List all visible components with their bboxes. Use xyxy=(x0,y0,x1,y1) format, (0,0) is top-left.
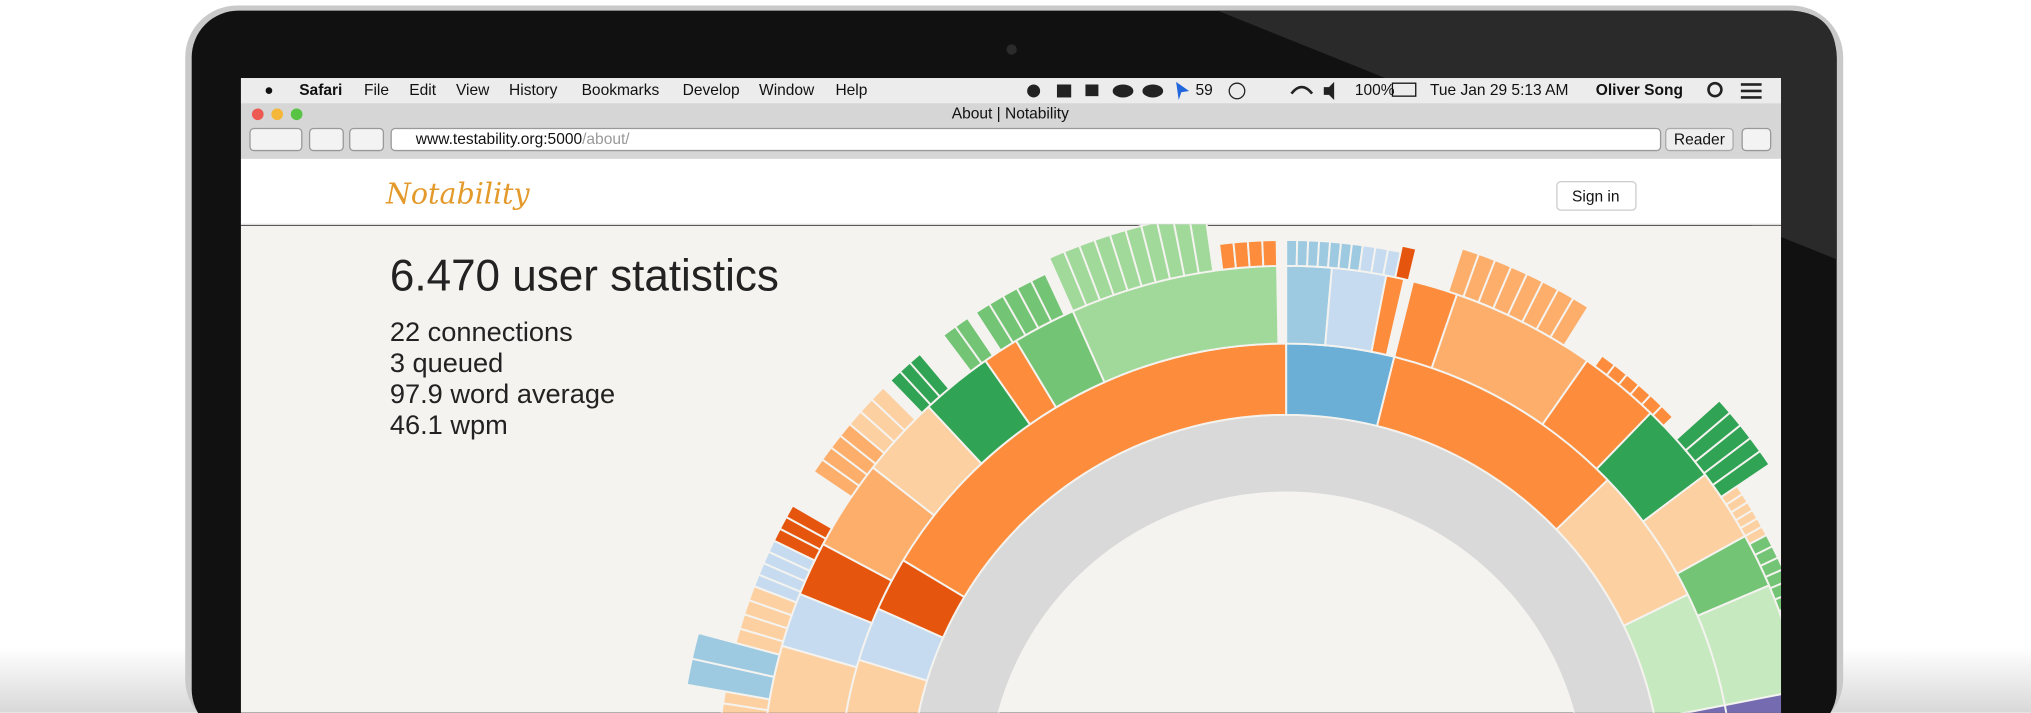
sunburst-segment xyxy=(953,316,995,365)
downloads-button[interactable] xyxy=(1741,127,1772,152)
sunburst-segment xyxy=(1777,609,1782,620)
status-battery: 100% xyxy=(1355,82,1395,99)
status-user[interactable]: Oliver Song xyxy=(1596,82,1683,99)
sunburst-segment xyxy=(908,352,951,398)
menu-item[interactable]: History xyxy=(509,82,558,99)
sunburst-segment xyxy=(870,386,917,432)
sunburst-segment xyxy=(1189,224,1215,275)
battery-icon xyxy=(1391,82,1417,97)
menu-items: File Edit View History Bookmarks Develop Windo… xyxy=(364,82,867,99)
stat-line: 3 queued xyxy=(390,347,503,378)
status-icons xyxy=(1027,81,1762,101)
share-button[interactable] xyxy=(349,127,385,152)
address-bar[interactable] xyxy=(390,127,1662,152)
reader-button[interactable] xyxy=(1665,127,1734,152)
menu-item[interactable]: File xyxy=(364,82,389,99)
icloud-tabs[interactable] xyxy=(308,127,344,152)
sunburst-segment xyxy=(1246,239,1265,269)
status-clock: Tue Jan 29 5:13 AM xyxy=(1430,82,1568,99)
sunburst-segment xyxy=(1285,264,1333,347)
url-path: /about/ xyxy=(582,131,630,148)
url-host: www.testability.org:5000 xyxy=(415,131,583,148)
stat-line: 22 connections xyxy=(390,316,573,347)
menu-app[interactable]: Safari xyxy=(299,82,342,99)
sunburst-segment xyxy=(1723,693,1782,713)
menu-bar xyxy=(240,78,1782,104)
sunburst-segment xyxy=(1651,404,1675,428)
status-location: 59 xyxy=(1196,82,1213,99)
menu-item[interactable]: Edit xyxy=(409,82,436,99)
menu-item[interactable]: Develop xyxy=(683,82,740,99)
stat-line: 97.9 word average xyxy=(390,378,615,409)
camera xyxy=(1006,44,1017,55)
logo[interactable]: Notability xyxy=(385,178,531,211)
sunburst-segment xyxy=(1029,272,1066,323)
menu-item[interactable]: View xyxy=(456,82,490,99)
sunburst-segment xyxy=(1680,704,1728,713)
sunburst-segment xyxy=(1285,238,1299,267)
sunburst-segment xyxy=(1261,239,1279,268)
reader-label: Reader xyxy=(1674,131,1725,148)
site-header xyxy=(240,158,1782,225)
sunburst-segment xyxy=(784,504,834,541)
apple-logo: ● xyxy=(264,82,273,99)
stats-title: 6.470 user statistics xyxy=(390,251,779,300)
minimize-button[interactable] xyxy=(271,108,284,121)
zoom-button[interactable] xyxy=(290,108,303,121)
url: www.testability.org:5000/about/ xyxy=(415,131,631,148)
menu-item[interactable]: Help xyxy=(835,82,867,99)
sunburst xyxy=(685,224,1782,713)
sunburst-segment xyxy=(1549,296,1590,347)
close-button[interactable] xyxy=(251,108,264,121)
menu-item[interactable]: Bookmarks xyxy=(582,82,660,99)
stat-line: 46.1 wpm xyxy=(390,409,508,440)
sign-in-button[interactable] xyxy=(1556,180,1637,211)
sign-in-label: Sign in xyxy=(1572,188,1620,205)
sunburst-segment xyxy=(1394,244,1418,282)
menu-item[interactable]: Window xyxy=(759,82,815,99)
sunburst-segment xyxy=(1285,342,1396,428)
back-forward[interactable] xyxy=(249,127,303,152)
window-title: About | Notability xyxy=(952,105,1069,122)
